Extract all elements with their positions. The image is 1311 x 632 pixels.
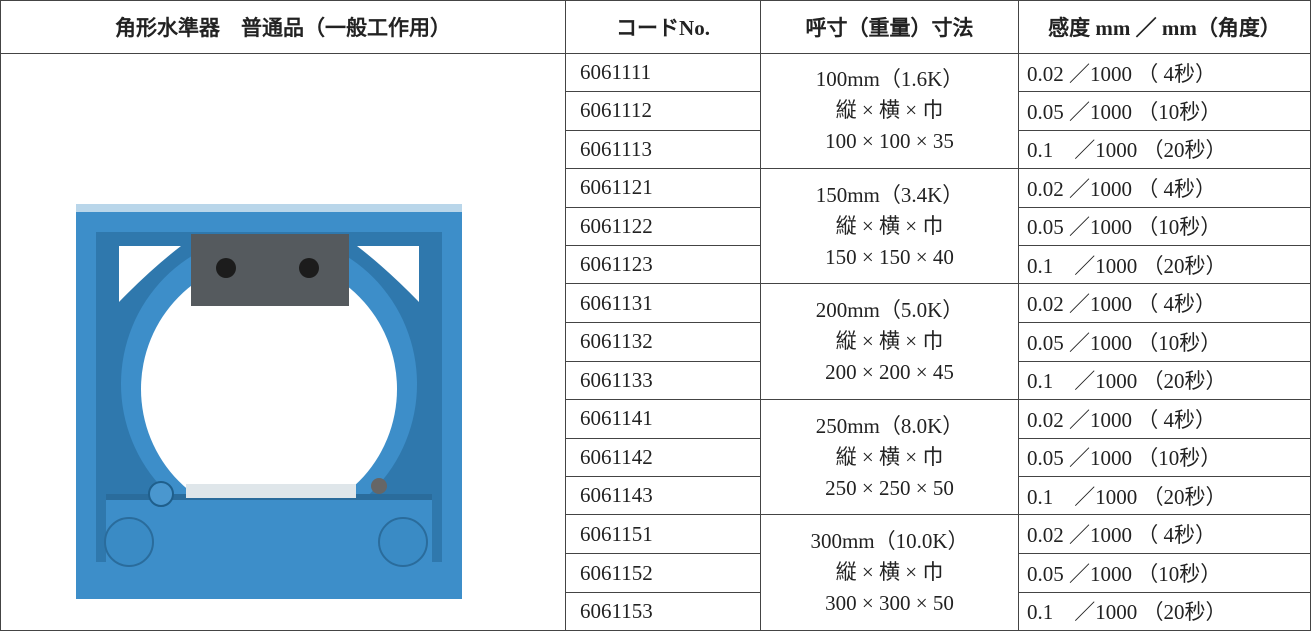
size-line: 100 × 100 × 35: [825, 129, 954, 154]
size-line: 250mm（8.0K）: [815, 413, 964, 438]
code-cell: 6061121: [565, 167, 761, 208]
image-cell: [0, 53, 566, 631]
size-line: 150mm（3.4K）: [815, 182, 964, 207]
table-row: 6061141 250mm（8.0K） 縦 × 横 × 巾 250 × 250 × 5…: [1, 398, 1311, 516]
table-row: 6061111 100mm（1.6K） 縦 × 横 × 巾 100 × 100 × 3…: [0, 52, 1311, 631]
size-line: 300mm（10.0K）: [810, 529, 969, 554]
code-cell: 6061142: [565, 437, 761, 478]
table-row: 6061122 0.05 ／1000 （10秒）: [1, 206, 1311, 247]
code-cell: 6061113: [565, 129, 761, 169]
sensitivity-cell: 0.05 ／1000 （10秒）: [1018, 437, 1311, 478]
header-cell: 感度 mm ／ mm（角度）: [1018, 0, 1311, 54]
size-cell: 150mm（3.4K） 縦 × 横 × 巾 150 × 150 × 40: [760, 167, 1019, 285]
code-cell: 6061151: [565, 514, 761, 555]
size-line: 250 × 250 × 50: [825, 475, 954, 500]
sensitivity-cell: 0.02 ／1000 （ 4秒）: [1018, 514, 1311, 555]
header-cell: コードNo.: [565, 0, 761, 54]
size-cell: 100mm（1.6K） 縦 × 横 × 巾 100 × 100 × 35: [760, 53, 1019, 169]
size-line: 縦 × 横 × 巾: [835, 560, 944, 585]
table-body: 6061111 100mm（1.6K） 縦 × 横 × 巾 100 × 100 × 3…: [0, 52, 1311, 632]
sensitivity-cell: 0.1 ／1000 （20秒）: [1018, 476, 1311, 516]
sensitivity-cell: 0.05 ／1000 （10秒）: [1018, 553, 1311, 593]
size-line: 100mm（1.6K）: [815, 67, 964, 92]
sensitivity-cell: 0.05 ／1000 （10秒）: [1018, 206, 1311, 247]
sensitivity-cell: 0.1 ／1000 （20秒）: [1018, 129, 1311, 169]
table-row: 6061121 150mm（3.4K） 縦 × 横 × 巾 150 × 150 × 4…: [1, 167, 1311, 285]
code-cell: 6061152: [565, 553, 761, 593]
size-line: 300 × 300 × 50: [825, 591, 954, 616]
header-row: 角形水準器 普通品（一般工作用） コードNo. 呼寸（重量）寸法 感度 mm ／…: [0, 0, 1311, 54]
code-cell: 6061141: [565, 398, 761, 439]
table-row: 6061152 0.05 ／1000 （10秒）: [1, 553, 1311, 593]
table-row: 6061142 0.05 ／1000 （10秒）: [1, 437, 1311, 478]
code-cell: 6061123: [565, 245, 761, 285]
table-row: 6061153 0.1 ／1000 （20秒）: [1, 591, 1311, 632]
sensitivity-cell: 0.02 ／1000 （ 4秒）: [1018, 52, 1311, 93]
size-line: 縦 × 横 × 巾: [835, 98, 944, 123]
sensitivity-cell: 0.1 ／1000 （20秒）: [1018, 360, 1311, 400]
size-line: 縦 × 横 × 巾: [835, 329, 944, 354]
table-row: 6061113 0.1 ／1000 （20秒）: [1, 129, 1311, 169]
table-row: 6061123 0.1 ／1000 （20秒）: [1, 245, 1311, 285]
sensitivity-cell: 0.02 ／1000 （ 4秒）: [1018, 283, 1311, 324]
sensitivity-cell: 0.1 ／1000 （20秒）: [1018, 591, 1311, 632]
code-cell: 6061133: [565, 360, 761, 400]
table-row: 6061132 0.05 ／1000 （10秒）: [1, 322, 1311, 362]
header-cell: 角形水準器 普通品（一般工作用）: [0, 0, 566, 54]
code-cell: 6061143: [565, 476, 761, 516]
size-cell: 200mm（5.0K） 縦 × 横 × 巾 200 × 200 × 45: [760, 283, 1019, 400]
sensitivity-cell: 0.1 ／1000 （20秒）: [1018, 245, 1311, 285]
code-cell: 6061112: [565, 91, 761, 131]
product-image: [76, 204, 462, 599]
size-line: 200 × 200 × 45: [825, 360, 954, 385]
sensitivity-cell: 0.05 ／1000 （10秒）: [1018, 91, 1311, 131]
size-line: 縦 × 横 × 巾: [835, 444, 944, 469]
sensitivity-cell: 0.05 ／1000 （10秒）: [1018, 322, 1311, 362]
size-cell: 300mm（10.0K） 縦 × 横 × 巾 300 × 300 × 50: [760, 514, 1019, 631]
code-cell: 6061131: [565, 283, 761, 324]
code-cell: 6061132: [565, 322, 761, 362]
size-line: 200mm（5.0K）: [815, 298, 964, 323]
header-cell: 呼寸（重量）寸法: [760, 0, 1019, 54]
table-row: 6061143 0.1 ／1000 （20秒）: [1, 476, 1311, 516]
size-line: 縦 × 横 × 巾: [835, 213, 944, 238]
table-row: 6061131 200mm（5.0K） 縦 × 横 × 巾 200 × 200 × 4…: [1, 283, 1311, 400]
code-cell: 6061111: [565, 52, 761, 93]
size-cell: 250mm（8.0K） 縦 × 横 × 巾 250 × 250 × 50: [760, 398, 1019, 516]
table-row: 6061133 0.1 ／1000 （20秒）: [1, 360, 1311, 400]
code-cell: 6061122: [565, 206, 761, 247]
size-line: 150 × 150 × 40: [825, 244, 954, 269]
sensitivity-cell: 0.02 ／1000 （ 4秒）: [1018, 398, 1311, 439]
sensitivity-cell: 0.02 ／1000 （ 4秒）: [1018, 167, 1311, 208]
code-cell: 6061153: [565, 591, 761, 632]
